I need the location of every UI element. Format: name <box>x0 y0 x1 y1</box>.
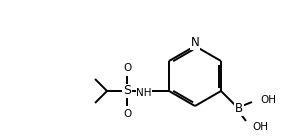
Text: NH: NH <box>136 88 152 98</box>
Text: OH: OH <box>252 122 268 132</box>
Text: B: B <box>235 103 243 116</box>
Text: N: N <box>191 36 199 49</box>
Text: O: O <box>123 63 131 73</box>
Text: OH: OH <box>260 95 276 105</box>
Text: O: O <box>123 109 131 119</box>
Text: S: S <box>123 84 131 98</box>
